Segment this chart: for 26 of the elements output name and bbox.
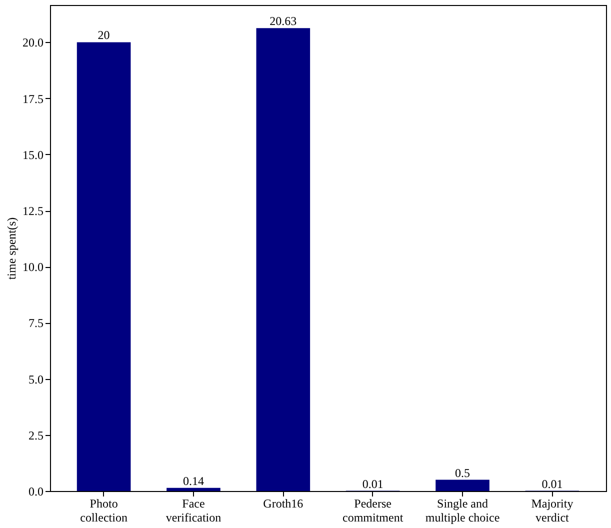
y-tick-label: 2.5	[28, 428, 44, 442]
y-tick-label: 20.0	[22, 36, 44, 50]
x-tick-label: Groth16	[263, 496, 304, 510]
bar	[256, 28, 310, 491]
bar	[436, 480, 490, 491]
y-tick-label: 12.5	[22, 204, 44, 218]
bar	[166, 488, 220, 491]
x-tick-label: Majority verdict	[531, 496, 574, 524]
y-tick-label: 5.0	[28, 372, 44, 386]
y-axis-title: time spent(s)	[4, 217, 18, 280]
data-label: 20	[98, 28, 110, 42]
x-tick-label: Face verification	[166, 496, 222, 524]
data-label: 0.01	[542, 476, 563, 491]
data-label: 0.14	[182, 474, 204, 488]
data-label: 20.63	[270, 14, 297, 28]
data-label: 0.5	[455, 466, 470, 480]
bar	[76, 42, 131, 491]
y-tick-label: 10.0	[22, 260, 44, 274]
x-tick-label: Pederse commitment	[342, 496, 404, 524]
x-tick-label: Photo collection	[80, 496, 128, 524]
y-tick-label: 7.5	[28, 316, 44, 330]
y-tick-label: 15.0	[22, 148, 44, 162]
data-label: 0.01	[362, 476, 384, 491]
y-tick-label: 17.5	[22, 92, 44, 106]
x-tick-label: Single and multiple choice	[425, 496, 500, 524]
y-tick-label: 0.0	[28, 484, 44, 498]
